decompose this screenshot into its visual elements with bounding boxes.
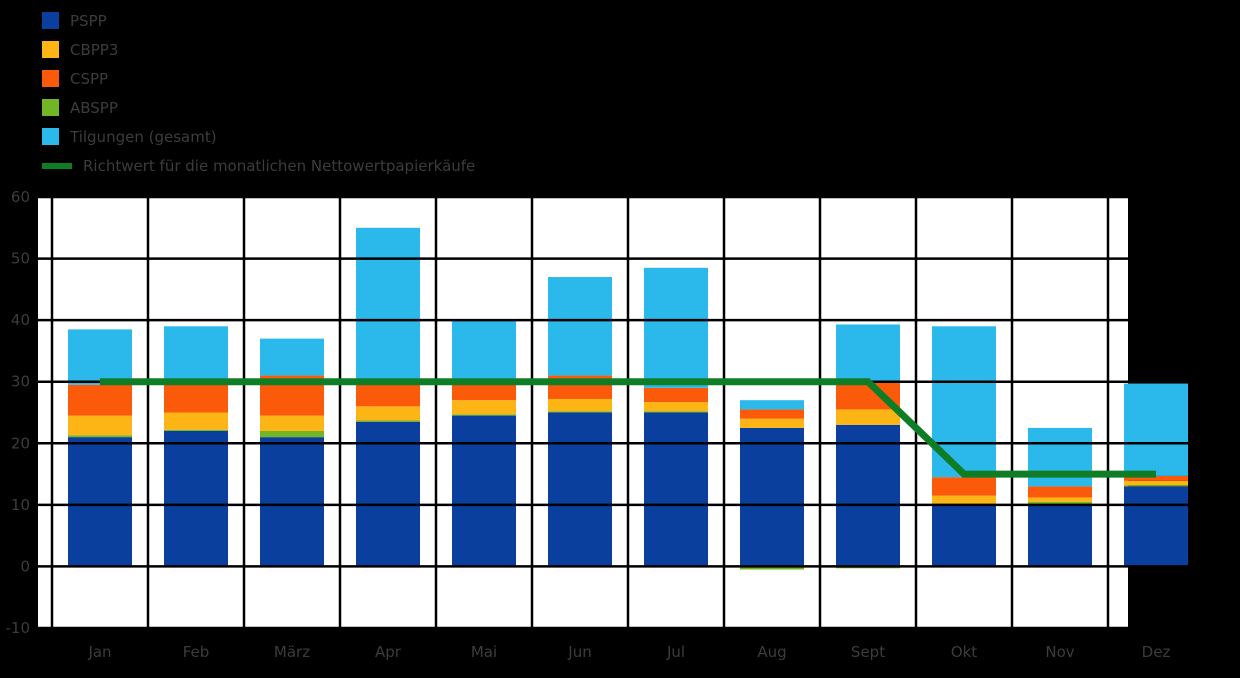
bar-segment-ABSPP-Jan [68, 435, 132, 438]
bar-segment-CBPP3-Jun [548, 398, 612, 412]
bar-segment-ABSPP-Nov [1028, 501, 1092, 505]
y-tick-label-50: 50 [11, 250, 30, 268]
bar-segment-PSPP-Sept [836, 424, 900, 567]
bar-segment-PSPP-Mai [452, 415, 516, 567]
bar-segment-CBPP3-Aug [740, 418, 804, 428]
x-label-Jan: Jan [87, 643, 111, 661]
x-label-Mai: Mai [471, 643, 497, 661]
legend-color-swatch [42, 99, 59, 116]
bar-segment-CSPP-Okt [932, 477, 996, 496]
legend-color-swatch [42, 70, 59, 87]
y-tick-label-30: 30 [11, 373, 30, 391]
bar-segment-PSPP-Jul [644, 412, 708, 567]
legend-item-3: ABSPP [42, 93, 475, 122]
bar-segment-PSPP-Aug [740, 427, 804, 567]
bar-segment-CBPP3-Dez [1124, 480, 1188, 486]
bar-segment-Tilgungen-gesamt--Apr [356, 227, 420, 385]
x-label-Jul: Jul [666, 643, 685, 661]
legend-item-4: Tilgungen (gesamt) [42, 122, 475, 151]
y-tick-label-40: 40 [11, 311, 30, 329]
x-label-Nov: Nov [1045, 643, 1074, 661]
bar-segment-CSPP-Dez [1124, 475, 1188, 481]
bar-segment-ABSPP-März [260, 430, 324, 438]
bar-segment-ABSPP-Mai [452, 414, 516, 416]
bar-segment-PSPP-Jun [548, 412, 612, 567]
legend-line-swatch [42, 162, 72, 169]
legend-item-0: PSPP [42, 6, 475, 35]
legend: PSPP CBPP3 CSPP ABSPP Tilgungen (gesamt) Rich… [42, 6, 475, 180]
bar-segment-CSPP-Nov [1028, 486, 1092, 498]
y-tick-label-10: 10 [11, 496, 30, 514]
x-label-Okt: Okt [951, 643, 977, 661]
x-label-Dez: Dez [1142, 643, 1171, 661]
bar-segment-CBPP3-Jul [644, 402, 708, 412]
x-label-Jun: Jun [567, 643, 591, 661]
bar-segment-Tilgungen-gesamt--Aug [740, 400, 804, 410]
bar-segment-Tilgungen-gesamt--Jan [68, 329, 132, 385]
bar-segment-PSPP-März [260, 437, 324, 567]
bar-segment-CSPP-Feb [164, 384, 228, 413]
bar-segment-Tilgungen-gesamt--Jul [644, 267, 708, 388]
bar-segment-Tilgungen-gesamt--März [260, 338, 324, 376]
bar-segment-ABSPP-Aug [740, 566, 804, 570]
bar-segment-PSPP-Jan [68, 437, 132, 567]
legend-item-label: Tilgungen (gesamt) [70, 127, 217, 146]
x-label-Sept: Sept [851, 643, 885, 661]
bar-segment-PSPP-Feb [164, 430, 228, 567]
y-tick-label-0: 0 [20, 557, 30, 575]
bar-segment-CBPP3-Apr [356, 406, 420, 421]
legend-item-5: Richtwert für die monatlichen Nettowertp… [42, 151, 475, 180]
legend-item-label: CSPP [70, 69, 109, 88]
bar-segment-CBPP3-Feb [164, 412, 228, 430]
bar-segment-PSPP-Dez [1124, 486, 1188, 567]
bar-segment-Tilgungen-gesamt--Feb [164, 326, 228, 385]
legend-color-swatch [42, 12, 59, 29]
y-tick-label--10: -10 [6, 619, 31, 637]
bar-segment-CSPP-Jan [68, 384, 132, 416]
x-label-März: März [274, 643, 310, 661]
bar-segment-ABSPP-Jul [644, 411, 708, 413]
bar-segment-PSPP-Nov [1028, 504, 1092, 567]
x-label-Apr: Apr [375, 643, 402, 661]
legend-item-label: Richtwert für die monatlichen Nettowertp… [83, 156, 476, 175]
x-label-Aug: Aug [757, 643, 786, 661]
bar-segment-Tilgungen-gesamt--Dez [1124, 383, 1188, 476]
legend-item-label: ABSPP [70, 98, 118, 117]
target-line [100, 378, 1156, 478]
legend-item-label: CBPP3 [70, 40, 119, 59]
bar-segment-ABSPP-Jun [548, 411, 612, 413]
bar-segment-Tilgungen-gesamt--Jun [548, 277, 612, 376]
bar-segment-ABSPP-Dez [1124, 485, 1188, 487]
x-label-Feb: Feb [183, 643, 210, 661]
bar-segment-CBPP3-März [260, 415, 324, 431]
legend-item-1: CBPP3 [42, 35, 475, 64]
bar-segment-Tilgungen-gesamt--Mai [452, 320, 516, 379]
bar-segment-CSPP-Jul [644, 387, 708, 403]
bar-segment-ABSPP-Feb [164, 429, 228, 431]
bar-segment-ABSPP-Apr [356, 420, 420, 422]
bar-segment-PSPP-Okt [932, 504, 996, 567]
bar-segment-CSPP-Apr [356, 384, 420, 407]
bar-segment-Tilgungen-gesamt--Nov [1028, 427, 1092, 487]
legend-color-swatch [42, 41, 59, 58]
bar-segment-CBPP3-Okt [932, 495, 996, 504]
y-tick-label-60: 60 [11, 188, 30, 206]
bar-segment-CBPP3-Jan [68, 415, 132, 436]
bar-segment-PSPP-Apr [356, 421, 420, 567]
bar-segment-CBPP3-Sept [836, 409, 900, 425]
legend-color-swatch [42, 128, 59, 145]
bar-segment-Tilgungen-gesamt--Sept [836, 324, 900, 383]
y-tick-label-20: 20 [11, 434, 30, 452]
legend-item-label: PSPP [70, 11, 107, 30]
bar-segment-CSPP-Aug [740, 409, 804, 419]
legend-item-2: CSPP [42, 64, 475, 93]
bar-segment-CBPP3-Nov [1028, 497, 1092, 502]
bar-segment-CBPP3-Mai [452, 400, 516, 415]
